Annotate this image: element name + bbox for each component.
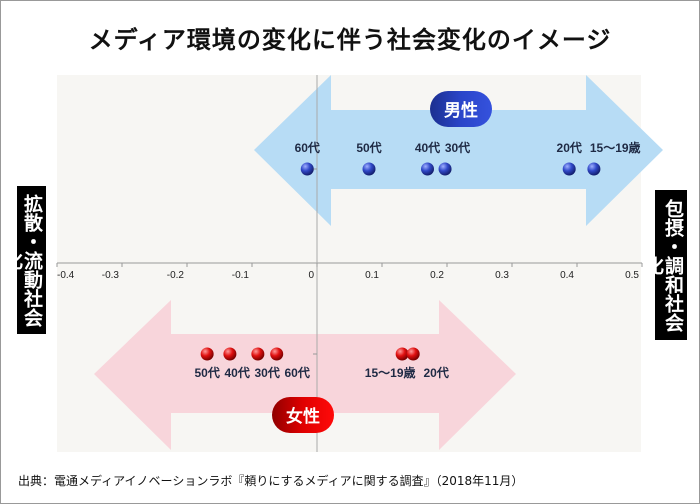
x-tick-label: 0.2	[430, 270, 444, 281]
right-axis-label: 包摂・調和社会化	[642, 190, 687, 340]
x-tick-label: 0.1	[365, 270, 379, 281]
data-point	[270, 347, 284, 361]
female-badge-label: 女性	[286, 406, 320, 427]
data-label: 30代	[254, 365, 279, 380]
data-label: 20代	[557, 140, 582, 155]
source-note: 出典：電通メディアイノベーションラボ『頼りにするメディアに関する調査』（2018…	[18, 474, 524, 488]
male-badge: 男性	[430, 91, 492, 127]
data-label: 40代	[415, 140, 440, 155]
data-label: 20代	[423, 365, 448, 380]
female-badge: 女性	[272, 397, 334, 433]
x-tick-label: -0.3	[102, 270, 120, 281]
x-tick-label: -0.1	[232, 270, 250, 281]
male-arrow	[254, 75, 663, 226]
data-label: 60代	[284, 365, 309, 380]
data-point	[395, 347, 409, 361]
data-label: 15〜19歳	[590, 140, 641, 155]
data-point	[406, 347, 420, 361]
left-axis-label: 拡散・流動社会化	[1, 186, 46, 334]
x-tick-label: -0.4	[57, 270, 75, 281]
x-tick-label: 0.4	[560, 270, 574, 281]
x-tick-label: 0.3	[495, 270, 509, 281]
data-label: 15〜19歳	[365, 365, 416, 380]
data-point	[438, 162, 452, 176]
data-point	[362, 162, 376, 176]
female-arrow	[94, 300, 516, 450]
male-badge-label: 男性	[444, 100, 478, 121]
data-label: 40代	[224, 365, 249, 380]
data-point	[300, 162, 314, 176]
data-label: 50代	[194, 365, 219, 380]
data-point	[587, 162, 601, 176]
chart-title: メディア環境の変化に伴う社会変化のイメージ	[88, 26, 612, 54]
data-label: 50代	[356, 140, 381, 155]
data-point	[200, 347, 214, 361]
x-tick-label: 0	[308, 270, 314, 281]
data-label: 60代	[295, 140, 320, 155]
data-point	[223, 347, 237, 361]
data-point	[562, 162, 576, 176]
data-point	[421, 162, 434, 176]
x-tick-label: 0.5	[625, 270, 639, 281]
data-point	[251, 347, 265, 361]
data-label: 30代	[445, 140, 470, 155]
x-tick-label: -0.2	[167, 270, 185, 281]
